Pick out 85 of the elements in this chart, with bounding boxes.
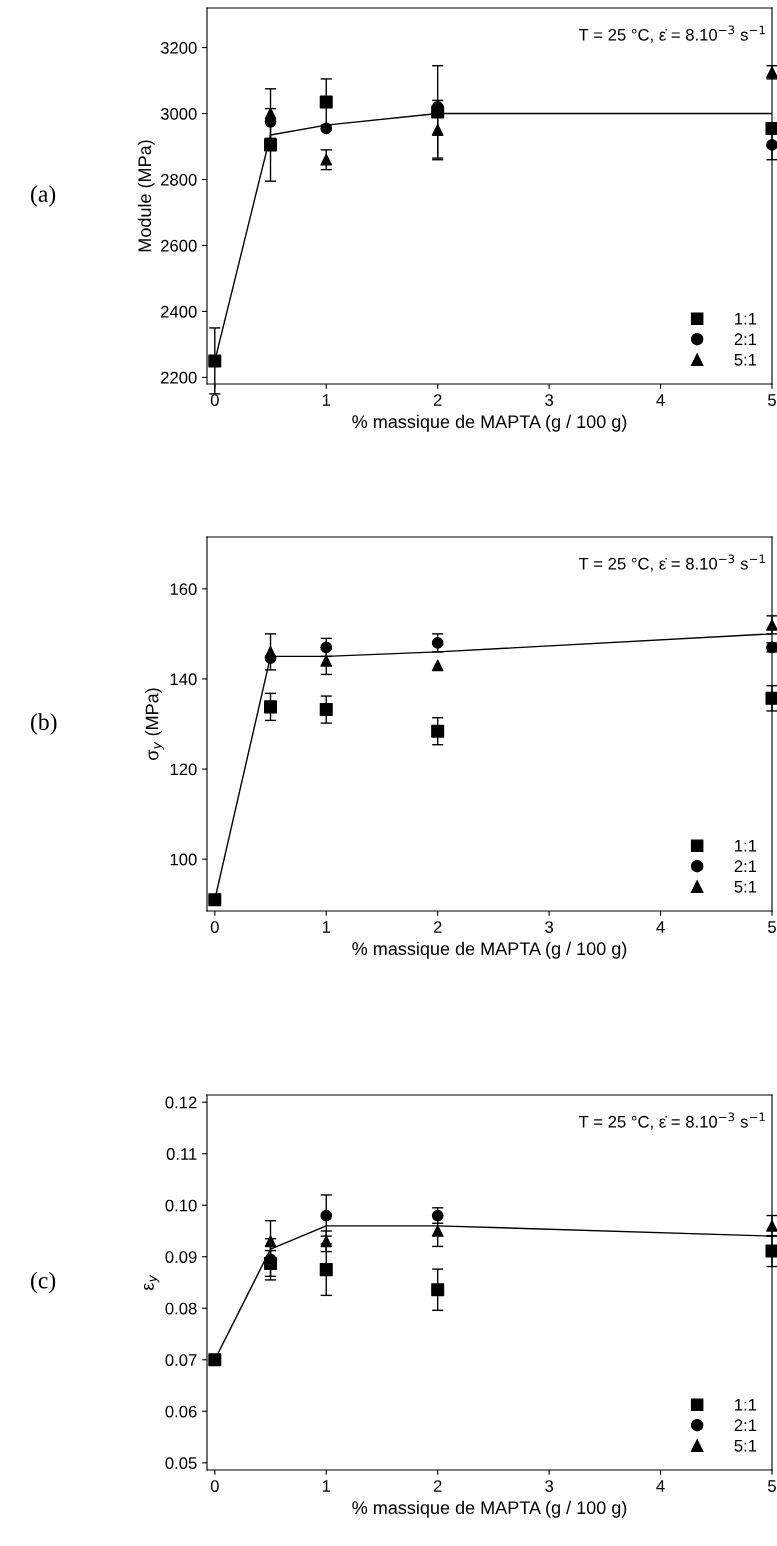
x-tick-label: 1: [322, 1480, 331, 1492]
y-axis-title: σ$_{y}$ (MPa): [145, 688, 164, 760]
text: (b): [31, 713, 57, 735]
point: [208, 354, 222, 368]
x-tick-label: 5: [768, 921, 776, 933]
x-tick-label: 3: [545, 394, 554, 406]
legend-label: 1:1: [735, 313, 757, 325]
point: [319, 1263, 333, 1277]
legend-label: 2:1: [734, 333, 757, 346]
x-tick-label: 2: [433, 921, 442, 933]
y-tick-label: 0.07: [165, 1354, 197, 1366]
x-tick-label: 0: [210, 1480, 219, 1492]
y-tick-label: 0.09: [165, 1251, 197, 1263]
point: [320, 1235, 333, 1248]
y-tick-label: 100: [170, 853, 197, 866]
x-axis-title: % massique de MAPTA (g / 100 g): [352, 1500, 627, 1518]
y-tick-label: 2600: [161, 239, 197, 252]
point: [431, 124, 444, 136]
y-tick-label: 2400: [161, 305, 197, 318]
point: [320, 1209, 333, 1222]
point: [766, 619, 777, 631]
x-tick-label: 2: [433, 1480, 442, 1492]
point: [264, 1235, 277, 1248]
legend-label: 2:1: [734, 860, 757, 873]
point: [320, 655, 333, 667]
x-tick-label: 2: [433, 394, 442, 406]
point: [765, 691, 777, 705]
point: [765, 1244, 777, 1258]
point: [431, 1225, 444, 1237]
x-tick-label: 1: [322, 394, 331, 406]
annotation: T = 25 °C, ε̇ = 8.10$^{−3}$ s$^{−1}$: [578, 25, 765, 43]
y-tick-label: 3000: [160, 107, 197, 120]
x-tick-label: 0: [210, 394, 219, 406]
annotation: T = 25 °C, ε̇ = 8.10$^{−3}$ s$^{−1}$: [578, 554, 765, 572]
point: [264, 138, 278, 152]
y-tick-label: 120: [170, 763, 197, 776]
x-tick-label: 5: [768, 1480, 776, 1492]
y-tick-label: 0.12: [165, 1096, 197, 1109]
point: [766, 139, 777, 151]
point: [319, 703, 333, 717]
y-tick-label: 2200: [161, 371, 197, 384]
point: [431, 637, 444, 649]
x-tick-label: 3: [545, 1480, 554, 1492]
x-tick-label: 4: [656, 1480, 665, 1492]
annotation: T = 25 °C, ε̇ = 8.10$^{−3}$ s$^{−1}$: [578, 1112, 765, 1130]
legend-label: 5:1: [734, 1440, 757, 1452]
y-tick-label: 0.05: [165, 1457, 197, 1469]
y-axis-title: Module (MPa): [137, 140, 155, 252]
y-tick-label: 2800: [161, 173, 197, 186]
legend-label: 5:1: [734, 881, 757, 893]
point: [766, 1219, 777, 1232]
text: (a): [31, 185, 56, 207]
legend-label: 2:1: [734, 1419, 757, 1432]
x-tick-label: 4: [656, 921, 665, 933]
x-tick-label: 5: [768, 394, 776, 406]
point: [431, 724, 445, 738]
point: [264, 700, 278, 714]
x-tick-label: 3: [545, 921, 554, 933]
text: (c): [31, 1271, 56, 1294]
point: [431, 659, 444, 672]
x-tick-label: 4: [656, 394, 665, 406]
y-tick-label: 0.11: [166, 1148, 197, 1160]
x-tick-label: 1: [322, 921, 331, 933]
y-tick-label: 3200: [160, 41, 197, 54]
point: [319, 95, 333, 109]
y-tick-label: 0.08: [165, 1302, 197, 1315]
y-tick-label: 160: [170, 583, 197, 596]
legend-label: 1:1: [735, 840, 757, 852]
point: [765, 121, 777, 135]
x-tick-label: 0: [210, 921, 219, 933]
point: [208, 1353, 222, 1367]
point: [320, 641, 333, 654]
point: [264, 646, 277, 658]
x-axis-title: % massique de MAPTA (g / 100 g): [352, 414, 627, 432]
point: [208, 893, 222, 907]
legend-label: 5:1: [734, 354, 757, 366]
point: [320, 153, 333, 166]
y-tick-label: 0.06: [165, 1405, 197, 1418]
y-axis-title: ε$_{y}$: [143, 1274, 160, 1291]
y-tick-label: 140: [170, 673, 197, 686]
point: [320, 122, 333, 135]
y-tick-label: 0.10: [165, 1199, 197, 1212]
legend-label: 1:1: [735, 1399, 757, 1411]
point: [431, 1283, 445, 1297]
x-axis-title: % massique de MAPTA (g / 100 g): [352, 941, 627, 959]
